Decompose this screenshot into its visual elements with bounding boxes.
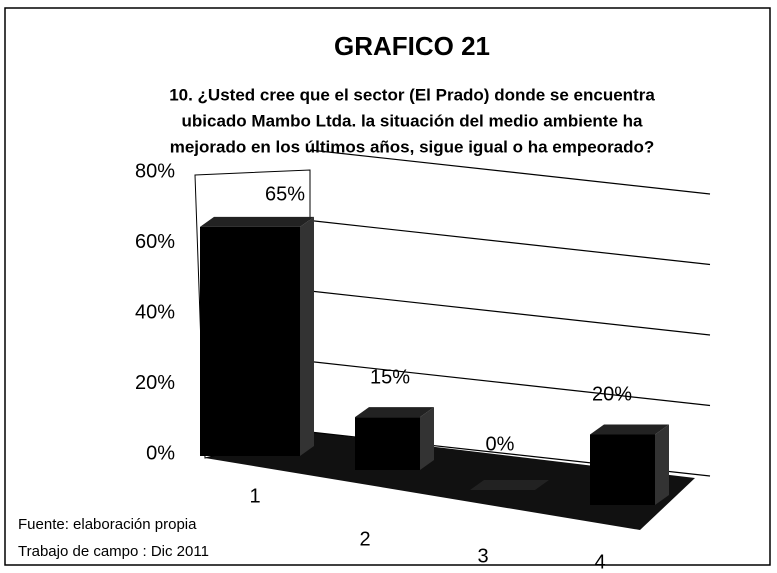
- bar: [200, 216, 314, 456]
- x-tick-label: 4: [594, 551, 605, 573]
- y-tick-label: 0%: [146, 442, 175, 464]
- grid-line: [309, 290, 711, 336]
- note: Trabajo de campo : Dic 2011: [18, 543, 209, 560]
- floor: [205, 432, 695, 530]
- chart-title: GRAFICO 21: [334, 31, 490, 61]
- x-tick-label: 1: [249, 485, 260, 507]
- bar-top: [200, 216, 314, 227]
- grid-line: [309, 219, 711, 266]
- chart-subtitle: ubicado Mambo Ltda. la situación del med…: [182, 111, 644, 130]
- bar: [355, 407, 434, 470]
- bar-top: [470, 480, 549, 490]
- y-tick-label: 20%: [135, 372, 175, 394]
- data-label: 65%: [265, 183, 305, 205]
- bar: [590, 424, 669, 505]
- bar: [470, 480, 549, 490]
- data-label: 15%: [370, 366, 410, 388]
- y-tick-label: 40%: [135, 301, 175, 323]
- bar-side: [420, 407, 434, 470]
- chart-subtitle: 10. ¿Usted cree que el sector (El Prado)…: [169, 85, 655, 104]
- data-label: 20%: [592, 383, 632, 405]
- bar-top: [355, 407, 434, 418]
- grid-line: [309, 360, 711, 407]
- x-tick-label: 2: [359, 528, 370, 550]
- bar-front: [355, 417, 420, 470]
- note: Fuente: elaboración propia: [18, 516, 197, 533]
- grid-line: [309, 149, 711, 195]
- bar-top: [590, 424, 669, 435]
- bar-front: [590, 434, 655, 505]
- x-tick-label: 3: [477, 545, 488, 567]
- bar-side: [300, 216, 314, 456]
- data-label: 0%: [486, 433, 515, 455]
- bar-front: [200, 226, 300, 456]
- bar-side: [655, 424, 669, 505]
- y-tick-label: 60%: [135, 231, 175, 253]
- chart-subtitle: mejorado en los últimos años, sigue igua…: [170, 137, 655, 156]
- y-tick-label: 80%: [135, 160, 175, 182]
